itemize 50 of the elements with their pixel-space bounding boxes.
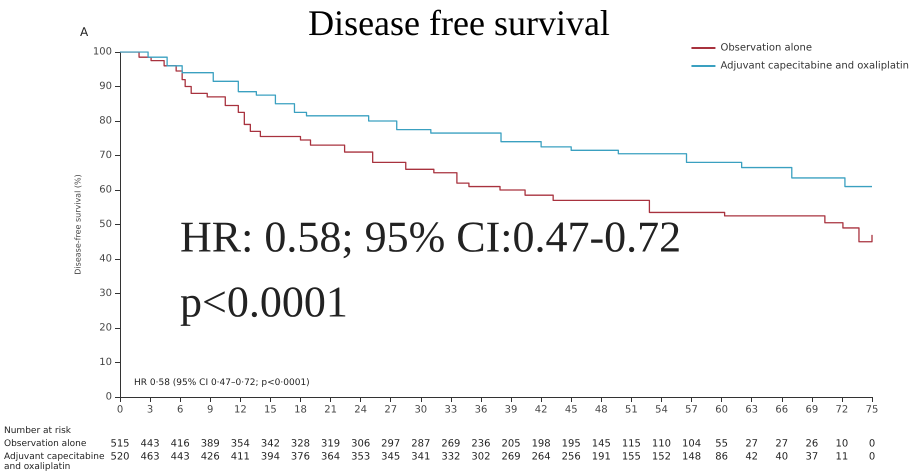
x-tick-label: 6 [176, 404, 184, 416]
x-tick-label: 51 [624, 404, 638, 416]
annotation: HR 0·58 (95% CI 0·47–0·72; p<0·0001) [134, 378, 310, 388]
x-tick-label: 63 [745, 404, 758, 416]
x-tick-label: 69 [805, 404, 818, 416]
x-tick-label: 72 [836, 404, 848, 416]
y-tick-label: 100 [92, 46, 112, 58]
y-tick-label: 30 [99, 288, 112, 299]
x-tick-label: 0 [116, 404, 124, 416]
y-tick-label: 50 [99, 219, 112, 230]
x-tick-label: 24 [354, 404, 368, 416]
text: Adjuvant capecitabine and oxaliplatin [4, 452, 108, 472]
x-tick-label: 57 [685, 404, 698, 416]
y-tick-label: 60 [99, 184, 112, 196]
x-tick-label: 39 [504, 404, 518, 416]
y-tick-label: 0 [106, 392, 112, 402]
y-axis-title: Disease-free survival (%) [74, 174, 83, 275]
text: Observation alone [4, 439, 87, 449]
x-tick-label: 18 [294, 404, 307, 416]
y-tick-label: 90 [99, 81, 112, 92]
y-tick-label: 70 [99, 150, 112, 161]
x-tick-label: 45 [564, 404, 578, 416]
x-tick-label: 60 [715, 404, 728, 416]
text: 520 463 443 426 411 394 376 364 353 345 341 332 302 269 264 256 191 155 152 148 86 42 40 37 11 0 [110, 452, 876, 462]
annotation: HR: 0.58; 95% CI:0.47-0.72 [180, 212, 682, 262]
annotation: p<0.0001 [180, 278, 348, 326]
y-tick-label: 10 [99, 357, 112, 368]
y-tick-label: 80 [99, 116, 112, 126]
y-tick-label: 20 [99, 322, 112, 334]
text: A [80, 25, 89, 39]
x-tick-label: 21 [324, 404, 337, 416]
x-tick-label: 42 [534, 404, 548, 416]
x-tick-label: 30 [414, 404, 428, 416]
x-tick-label: 12 [234, 404, 247, 416]
chart-title: Disease free survival [308, 3, 610, 43]
x-tick-label: 66 [775, 404, 788, 416]
text: Number at risk [4, 426, 72, 436]
x-tick-label: 9 [207, 404, 214, 416]
y-tick-label: 40 [99, 254, 112, 264]
x-tick-label: 36 [474, 404, 488, 416]
x-tick-label: 48 [594, 404, 608, 416]
legend-label: Adjuvant capecitabine and oxaliplatin [720, 60, 910, 72]
x-tick-label: 54 [655, 404, 668, 416]
x-tick-label: 33 [444, 404, 458, 416]
x-tick-label: 27 [384, 404, 398, 416]
legend-label: Observation alone [720, 42, 812, 54]
x-tick-label: 75 [866, 404, 878, 416]
x-tick-label: 3 [146, 404, 154, 416]
x-tick-label: 15 [264, 404, 277, 416]
text: 515 443 416 389 354 342 328 319 306 297 287 269 236 205 198 195 145 115 110 104 55 27 27 26 10 0 [110, 438, 876, 450]
